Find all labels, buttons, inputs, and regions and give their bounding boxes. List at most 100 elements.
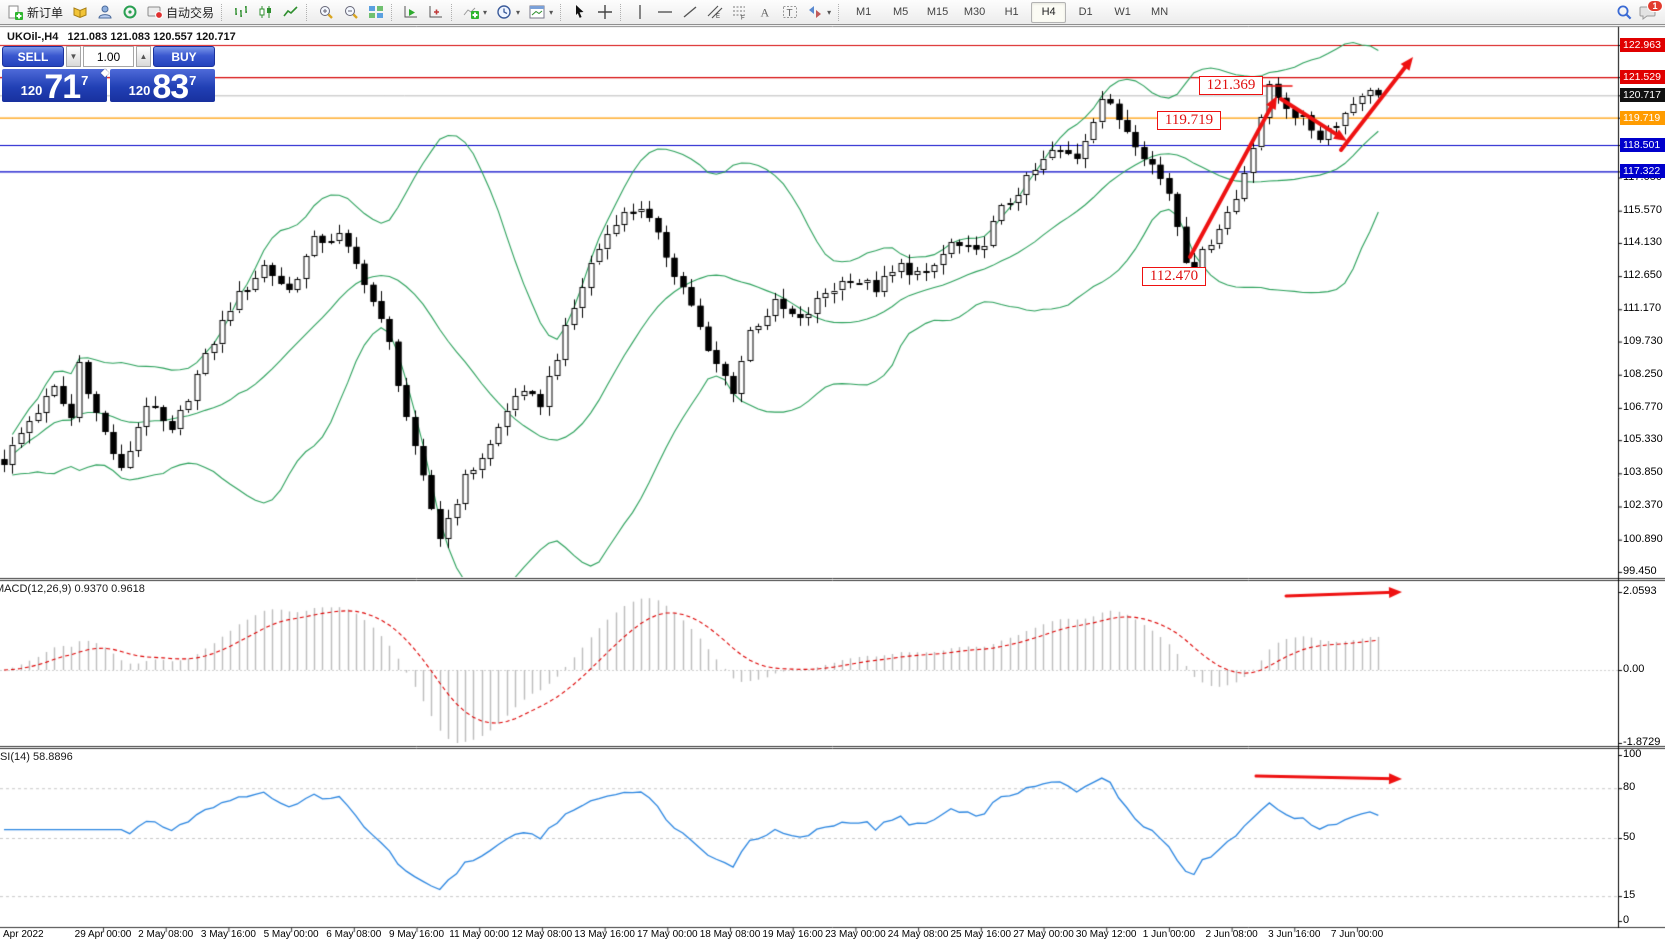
buy-price-sup: 7 (189, 73, 197, 88)
new-order-icon (7, 4, 24, 21)
search-icon[interactable] (1616, 4, 1633, 21)
main-toolbar: 新订单 自动交易 (0, 0, 1665, 25)
trendline-button[interactable] (677, 1, 702, 24)
tab-timeframe-h1[interactable]: H1 (1004, 6, 1019, 18)
zoom-out-button[interactable] (338, 1, 363, 24)
tab-timeframe-mn[interactable]: MN (1151, 6, 1169, 18)
templates-button[interactable]: ▾ (524, 1, 557, 24)
tile-windows-button[interactable] (363, 1, 388, 24)
svg-text:F: F (741, 16, 745, 21)
chart-shift-icon (427, 4, 444, 21)
auto-scroll-icon (402, 4, 419, 21)
profile-button[interactable] (92, 1, 117, 24)
toolbar-separator (451, 3, 455, 21)
svg-text:T: T (786, 8, 792, 19)
tab-timeframe-m5[interactable]: M5 (892, 6, 909, 18)
dropdown-caret-icon: ▾ (549, 7, 554, 17)
toolbar-separator (391, 3, 395, 21)
buy-price-prefix: 120 (128, 83, 151, 98)
horizontal-line-icon (656, 4, 673, 21)
rsi-indicator-label: RSI(14) 58.8896 (0, 751, 73, 763)
zoom-out-icon (342, 4, 359, 21)
toolbar-separator (838, 3, 842, 21)
text-label-button[interactable]: T (777, 1, 802, 24)
community-button[interactable] (117, 1, 142, 24)
text-label-icon: T (781, 4, 798, 21)
templates-icon (528, 4, 545, 21)
shapes-arrows-icon (806, 4, 823, 21)
sell-button[interactable]: SELL (2, 46, 64, 67)
dropdown-caret-icon: ▾ (516, 7, 521, 17)
new-order-label: 新订单 (27, 5, 64, 20)
chart-shift-button[interactable] (423, 1, 448, 24)
shapes-button[interactable]: ▾ (802, 1, 835, 24)
vertical-line-button[interactable] (627, 1, 652, 24)
cursor-button[interactable] (567, 1, 592, 24)
tile-windows-icon (367, 4, 384, 21)
tab-timeframe-m1[interactable]: M1 (855, 6, 872, 18)
notification-badge: 1 (1647, 0, 1663, 12)
toolbar-separator (560, 3, 564, 21)
sell-price-sup: 7 (81, 73, 89, 88)
dropdown-caret-icon: ▾ (827, 7, 832, 17)
dropdown-caret-icon: ▾ (483, 7, 488, 17)
line-chart-icon (282, 4, 299, 21)
candlestick-chart-button[interactable] (253, 1, 278, 24)
svg-text:E: E (716, 14, 720, 20)
profile-icon (96, 4, 113, 21)
bar-chart-icon (232, 4, 249, 21)
bar-chart-button[interactable] (228, 1, 253, 24)
auto-trading-button[interactable]: 自动交易 (142, 1, 218, 24)
horizontal-line-button[interactable] (652, 1, 677, 24)
sell-price-big: 71 (44, 69, 81, 102)
volume-decrease-button[interactable]: ▼ (66, 46, 81, 67)
indicators-button[interactable]: ▾ (458, 1, 491, 24)
one-click-trade-panel: SELL ▼ 1.00 ▲ BUY 120 71 7 120 83 7 (2, 46, 215, 102)
fibonacci-icon: F (731, 4, 748, 21)
auto-trading-icon (146, 4, 163, 21)
svg-text:A: A (760, 6, 769, 20)
auto-trading-label: 自动交易 (166, 5, 215, 20)
chart-ohlc-header: UKOil-,H4 121.083 121.083 120.557 120.71… (7, 31, 236, 43)
equidistant-channel-button[interactable]: E (702, 1, 727, 24)
cursor-icon (571, 4, 588, 21)
volume-input[interactable]: 1.00 (83, 46, 134, 67)
line-chart-button[interactable] (278, 1, 303, 24)
sell-price-prefix: 120 (20, 83, 43, 98)
auto-scroll-button[interactable] (398, 1, 423, 24)
channel-icon: E (706, 4, 723, 21)
notifications-icon[interactable]: 1 (1639, 0, 1663, 21)
zoom-in-icon (317, 4, 334, 21)
trendline-icon (681, 4, 698, 21)
volume-increase-button[interactable]: ▲ (136, 46, 151, 67)
tab-timeframe-m15[interactable]: M15 (926, 6, 949, 18)
buy-price-big: 83 (152, 69, 189, 102)
book-icon (71, 4, 88, 21)
toolbar-separator (620, 3, 624, 21)
market-watch-button[interactable] (67, 1, 92, 24)
fibonacci-button[interactable]: F (727, 1, 752, 24)
crosshair-icon (596, 4, 613, 21)
toolbar-separator (221, 3, 225, 21)
macd-indicator-label: MACD(12,26,9) 0.9370 0.9618 (0, 583, 145, 595)
sell-price-display[interactable]: 120 71 7 (2, 69, 107, 102)
candlestick-chart-icon (257, 4, 274, 21)
tab-timeframe-w1[interactable]: W1 (1114, 6, 1131, 18)
buy-button[interactable]: BUY (153, 46, 215, 67)
tab-timeframe-d1[interactable]: D1 (1078, 6, 1093, 18)
tab-timeframe-m30[interactable]: M30 (963, 6, 986, 18)
tab-timeframe-h4[interactable]: H4 (1031, 1, 1067, 23)
buy-price-display[interactable]: 120 83 7 (110, 69, 215, 102)
text-button[interactable]: A (752, 1, 777, 24)
indicators-icon (462, 4, 479, 21)
periods-button[interactable]: ▾ (491, 1, 524, 24)
new-order-button[interactable]: 新订单 (3, 1, 67, 24)
clock-icon (495, 4, 512, 21)
crosshair-button[interactable] (592, 1, 617, 24)
toolbar-separator (306, 3, 310, 21)
broadcast-icon (121, 4, 138, 21)
text-icon: A (756, 4, 773, 21)
zoom-in-button[interactable] (313, 1, 338, 24)
vertical-line-icon (631, 4, 648, 21)
